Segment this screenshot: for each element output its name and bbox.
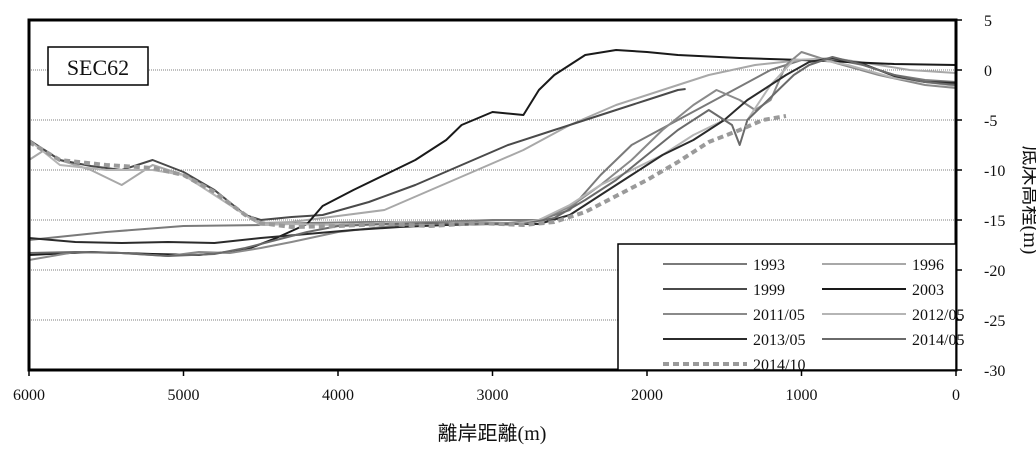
legend-label: 2013/05 [753,332,805,349]
legend-label: 2011/05 [753,307,805,324]
legend-label: 2012/05 [912,307,964,324]
series-line-1996 [28,57,957,224]
y-tick-label: -30 [984,363,1005,380]
legend: 1993 1996 1999 2003 2011/05 2012/05 2013/05 201… [617,243,964,374]
legend-label: 1996 [912,257,944,274]
legend-label: 1999 [753,282,785,299]
series-line-2011-05 [28,51,957,261]
series-layer [27,49,957,261]
series-line-2013-05 [28,57,957,244]
legend-label: 1993 [753,257,785,274]
panel-label: SEC62 [67,55,129,80]
y-tick-label: -25 [984,313,1005,330]
x-axis-ticks: 6000 5000 4000 3000 2000 1000 0 [13,370,960,404]
x-tick-label: 3000 [477,387,509,404]
legend-label: 2014/05 [912,332,964,349]
x-tick-label: 4000 [322,387,354,404]
x-axis-label: 離岸距離(m) [438,422,547,445]
legend-label: 2003 [912,282,944,299]
series-line-2003 [28,49,957,256]
y-tick-label: -10 [984,163,1005,180]
y-tick-label: 0 [984,63,992,80]
y-tick-label: 5 [984,13,992,30]
x-tick-label: 1000 [786,387,818,404]
x-tick-label: 6000 [13,387,45,404]
y-tick-label: -20 [984,263,1005,280]
series-line-2014-05 [28,56,957,257]
series-line-1999 [28,88,686,221]
series-line-1993 [28,58,957,241]
y-axis-label: 底床高程(m) [1019,146,1036,255]
series-line-2014-10 [27,114,787,229]
legend-label: 2014/10 [753,357,805,374]
x-tick-label: 2000 [631,387,663,404]
series-line-2012-05 [28,58,957,226]
y-tick-label: -5 [984,113,997,130]
y-axis-ticks: 5 0 -5 -10 -15 -20 -25 -30 [956,13,1005,380]
y-tick-label: -15 [984,213,1005,230]
x-tick-label: 0 [952,387,960,404]
panel-label-box: SEC62 [47,46,149,86]
x-tick-label: 5000 [168,387,200,404]
